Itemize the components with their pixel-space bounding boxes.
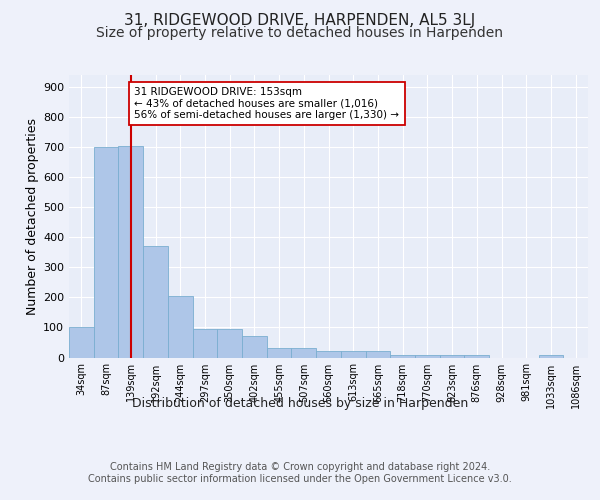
Bar [365,352,390,358]
Bar [94,147,118,358]
Bar [316,352,341,358]
Bar [168,296,193,358]
Bar [440,355,464,358]
Text: 31, RIDGEWOOD DRIVE, HARPENDEN, AL5 3LJ: 31, RIDGEWOOD DRIVE, HARPENDEN, AL5 3LJ [124,12,476,28]
Y-axis label: Number of detached properties: Number of detached properties [26,118,39,315]
Bar [539,355,563,358]
Text: Contains HM Land Registry data © Crown copyright and database right 2024.
Contai: Contains HM Land Registry data © Crown c… [88,462,512,484]
Bar [341,352,365,358]
Bar [143,246,168,358]
Bar [242,336,267,357]
Bar [464,355,489,358]
Bar [69,328,94,358]
Text: 31 RIDGEWOOD DRIVE: 153sqm
← 43% of detached houses are smaller (1,016)
56% of s: 31 RIDGEWOOD DRIVE: 153sqm ← 43% of deta… [134,87,400,120]
Bar [193,329,217,358]
Text: Distribution of detached houses by size in Harpenden: Distribution of detached houses by size … [132,398,468,410]
Bar [118,146,143,358]
Bar [267,348,292,358]
Bar [292,348,316,358]
Text: Size of property relative to detached houses in Harpenden: Size of property relative to detached ho… [97,26,503,40]
Bar [217,329,242,358]
Bar [390,355,415,358]
Bar [415,355,440,358]
